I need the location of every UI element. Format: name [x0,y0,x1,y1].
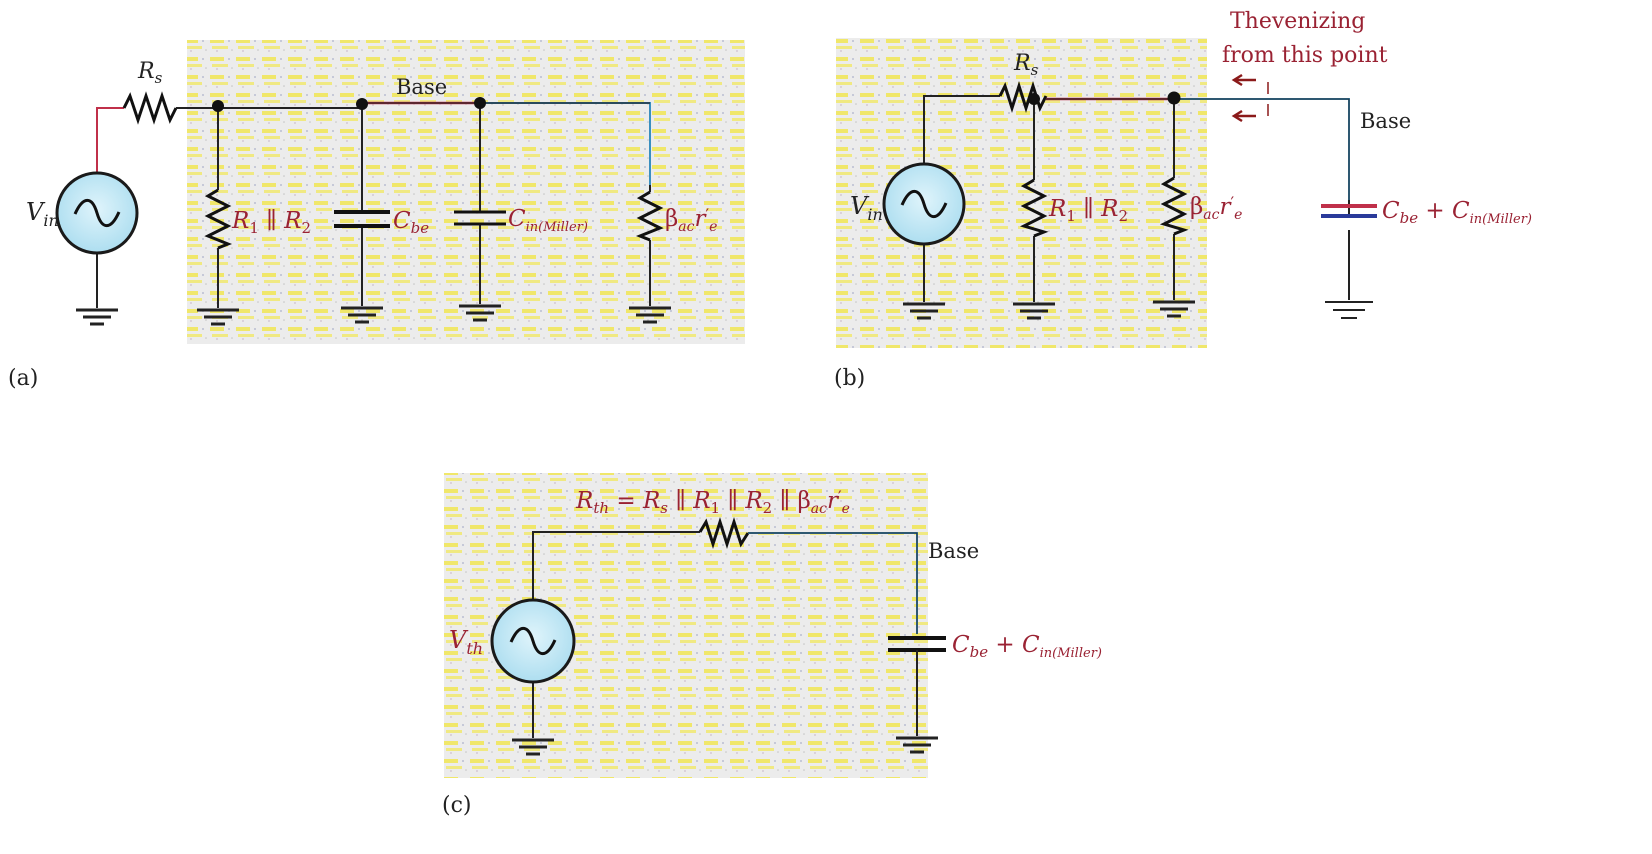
ground-b-2 [1013,302,1055,320]
capacitor-a-cbe [334,210,390,228]
r12-label-b: R1 ∥ R2 [1048,196,1128,225]
resistor-a-rs [122,91,178,125]
ac-source-c [490,598,576,684]
node-a-3 [474,97,486,109]
thevenizing-arrow-top [1231,73,1256,87]
resistor-a-beta [635,190,664,242]
base-label-a: Base [396,75,447,99]
wire-c-top-dark [748,532,918,634]
panel-a-background [187,40,745,344]
ground-a-3 [341,306,383,324]
rs-label-a: Rs [137,59,163,87]
vth-label-c: Vth [449,626,483,658]
thevenizing-arrow-bottom [1231,109,1256,123]
ground-b-3 [1153,300,1195,318]
node-b-2 [1167,91,1181,105]
beta-label-a: βacr′e [665,205,717,235]
ground-a-5 [629,306,671,324]
base-label-b: Base [1360,109,1411,133]
caption-c: (c) [442,793,472,818]
node-a-1 [212,100,224,112]
resistor-b-r12 [1019,178,1049,238]
panel-a: Rs Base Vin R1 ∥ R2 Cbe Cin(Miller) βacr… [8,40,745,391]
ground-c-1 [512,738,554,756]
ground-a-2 [197,308,239,326]
vin-label-a: Vin [26,198,59,230]
vin-label-b: Vin [850,192,883,224]
resistor-c-rth [698,517,750,549]
capacitor-a-cmiller [454,210,506,226]
thevenizing-label: Thevenizing from this point [1222,9,1388,68]
ground-b-1 [903,302,945,320]
beta-label-b: βacr′e [1190,193,1242,223]
ground-c-2 [896,736,938,754]
cbe-label-a: Cbe [393,208,429,237]
resistor-a-r12 [204,188,233,250]
wire-b-top-blue-dark [1174,98,1350,200]
ac-source-b [882,162,966,246]
panel-c: Rth = Rs ∥ R1 ∥ R2 ∥ βacr′e Base Vth Cbe… [442,473,1102,818]
cap-label-c: Cbe + Cin(Miller) [952,632,1102,661]
resistor-b-rs [998,81,1048,113]
panel-b: Rs Thevenizing from this point Base Vin … [834,9,1532,391]
ac-source-a [55,171,139,255]
rs-label-b: Rs [1013,51,1039,79]
node-a-2 [356,98,368,110]
resistor-b-beta [1159,176,1189,236]
wire-c-source-up [532,531,700,600]
ground-b-4 [1325,301,1373,319]
cmiller-label-a: Cin(Miller) [508,206,588,235]
r12-label-a: R1 ∥ R2 [231,208,311,237]
caption-b: (b) [834,366,865,391]
base-label-c: Base [928,539,979,563]
caption-a: (a) [8,366,38,391]
wire-a-source-up [96,107,124,175]
ground-a-1 [76,308,118,326]
cap-label-b: Cbe + Cin(Miller) [1382,198,1532,227]
node-b-1 [1028,93,1040,105]
rth-formula-label: Rth = Rs ∥ R1 ∥ R2 ∥ βacr′e [575,487,850,517]
wire-b-source-up [923,95,1000,163]
ground-a-4 [459,304,501,322]
